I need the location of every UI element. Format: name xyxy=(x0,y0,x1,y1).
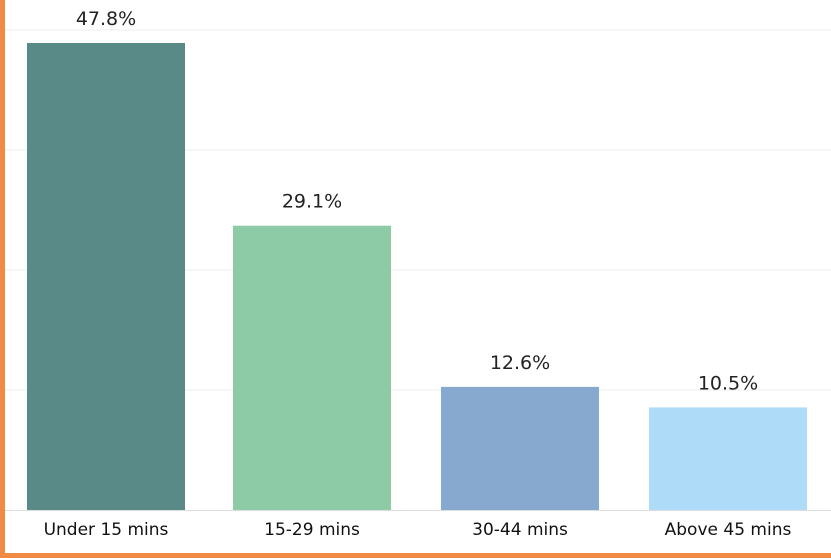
value-label-2: 29.1% xyxy=(282,191,342,213)
bar-2 xyxy=(233,225,391,510)
bar-1 xyxy=(27,42,185,511)
bar-3 xyxy=(441,386,599,510)
category-label-2: 15-29 mins xyxy=(264,520,360,540)
value-label-1: 47.8% xyxy=(76,8,136,30)
category-labels: Under 15 mins 15-29 mins 30-44 mins Above 4… xyxy=(44,520,792,540)
value-label-4: 10.5% xyxy=(698,372,758,394)
category-label-1: Under 15 mins xyxy=(44,520,169,540)
value-labels: 47.8% 29.1% 12.6% 10.5% xyxy=(76,8,758,394)
value-label-3: 12.6% xyxy=(490,352,550,374)
gridlines xyxy=(5,29,831,511)
bar-4 xyxy=(649,407,807,510)
category-label-3: 30-44 mins xyxy=(472,520,568,540)
category-label-4: Above 45 mins xyxy=(665,520,792,540)
bars xyxy=(27,42,807,511)
